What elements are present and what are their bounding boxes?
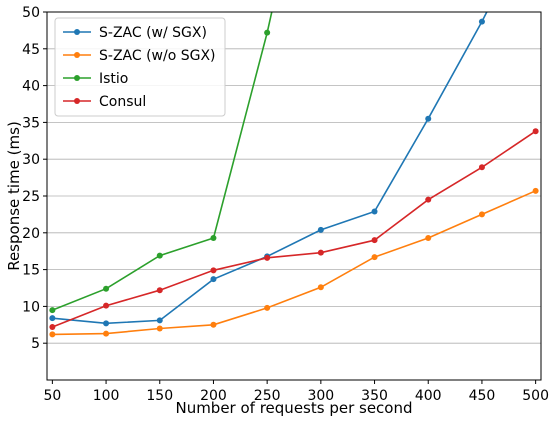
data-point	[264, 304, 271, 311]
data-point	[317, 226, 324, 233]
y-axis-label: Response time (ms)	[5, 121, 23, 271]
legend-label: S-ZAC (w/o SGX)	[99, 48, 216, 64]
legend-label: Istio	[99, 71, 128, 87]
data-point	[478, 211, 485, 218]
data-point	[210, 321, 217, 328]
data-point	[49, 315, 56, 322]
x-tick-label: 150	[146, 388, 173, 404]
data-point	[156, 325, 163, 332]
legend-label: Consul	[99, 94, 146, 110]
data-point	[156, 317, 163, 324]
legend-label: S-ZAC (w/ SGX)	[99, 25, 207, 41]
data-point	[478, 164, 485, 171]
data-point	[478, 18, 485, 25]
series-group	[49, 12, 539, 338]
series-line	[52, 12, 273, 311]
series-3	[49, 12, 273, 314]
data-point	[425, 196, 432, 203]
x-tick-label: 50	[43, 388, 61, 404]
y-tick-label: 50	[22, 5, 40, 21]
y-tick-label: 25	[22, 189, 40, 205]
data-point	[317, 284, 324, 291]
x-tick-label: 450	[469, 388, 496, 404]
data-point	[49, 307, 56, 314]
data-point	[103, 320, 110, 327]
series-line	[52, 190, 536, 336]
data-point	[371, 237, 378, 244]
data-point	[532, 128, 539, 135]
data-point	[425, 234, 432, 241]
series-4	[49, 128, 539, 331]
legend-item: S-ZAC (w/ SGX)	[63, 25, 207, 41]
series-line	[52, 12, 488, 325]
data-point	[371, 254, 378, 261]
x-tick-label: 200	[200, 388, 227, 404]
x-tick-label: 400	[415, 388, 442, 404]
x-tick-label: 300	[307, 388, 334, 404]
y-tick-label: 40	[22, 79, 40, 95]
y-tick-label: 10	[22, 299, 40, 315]
data-point	[317, 249, 324, 256]
data-point	[156, 252, 163, 259]
data-point	[210, 267, 217, 274]
x-axis-label: Number of requests per second	[175, 399, 412, 417]
legend-marker	[74, 75, 80, 81]
legend-marker	[74, 29, 80, 35]
data-point	[49, 331, 56, 338]
y-tick-label: 45	[22, 42, 40, 58]
x-tick-label: 250	[254, 388, 281, 404]
legend: S-ZAC (w/ SGX) S-ZAC (w/o SGX) Istio Consul	[54, 17, 226, 117]
data-point	[210, 276, 217, 283]
series-line	[52, 130, 537, 328]
data-point	[264, 29, 271, 36]
data-point	[103, 330, 110, 337]
series-1	[49, 12, 488, 327]
x-tick-label: 100	[93, 388, 120, 404]
series-2	[49, 187, 539, 338]
data-point	[103, 285, 110, 292]
legend-item: Istio	[63, 71, 128, 87]
data-point	[103, 302, 110, 309]
x-tick-label: 500	[522, 388, 549, 404]
x-tick-label: 350	[361, 388, 388, 404]
legend-item: S-ZAC (w/o SGX)	[63, 48, 216, 64]
data-point	[49, 324, 56, 331]
legend-marker	[74, 98, 80, 104]
legend-item: Consul	[63, 94, 146, 110]
legend-box	[54, 17, 226, 117]
y-tick-label: 20	[22, 226, 40, 242]
axis-ticks: 5 10 15 20 25 30 35 40 45 50 50 100 150 200 250 300 350 4…	[22, 5, 549, 404]
data-point	[264, 254, 271, 261]
y-tick-label: 35	[22, 115, 40, 131]
data-point	[156, 287, 163, 294]
y-tick-label: 30	[22, 152, 40, 168]
data-point	[210, 234, 217, 241]
data-point	[532, 187, 539, 194]
data-point	[425, 115, 432, 122]
data-point	[371, 208, 378, 215]
y-tick-label: 5	[31, 336, 40, 352]
legend-marker	[74, 52, 80, 58]
y-tick-label: 15	[22, 263, 40, 279]
